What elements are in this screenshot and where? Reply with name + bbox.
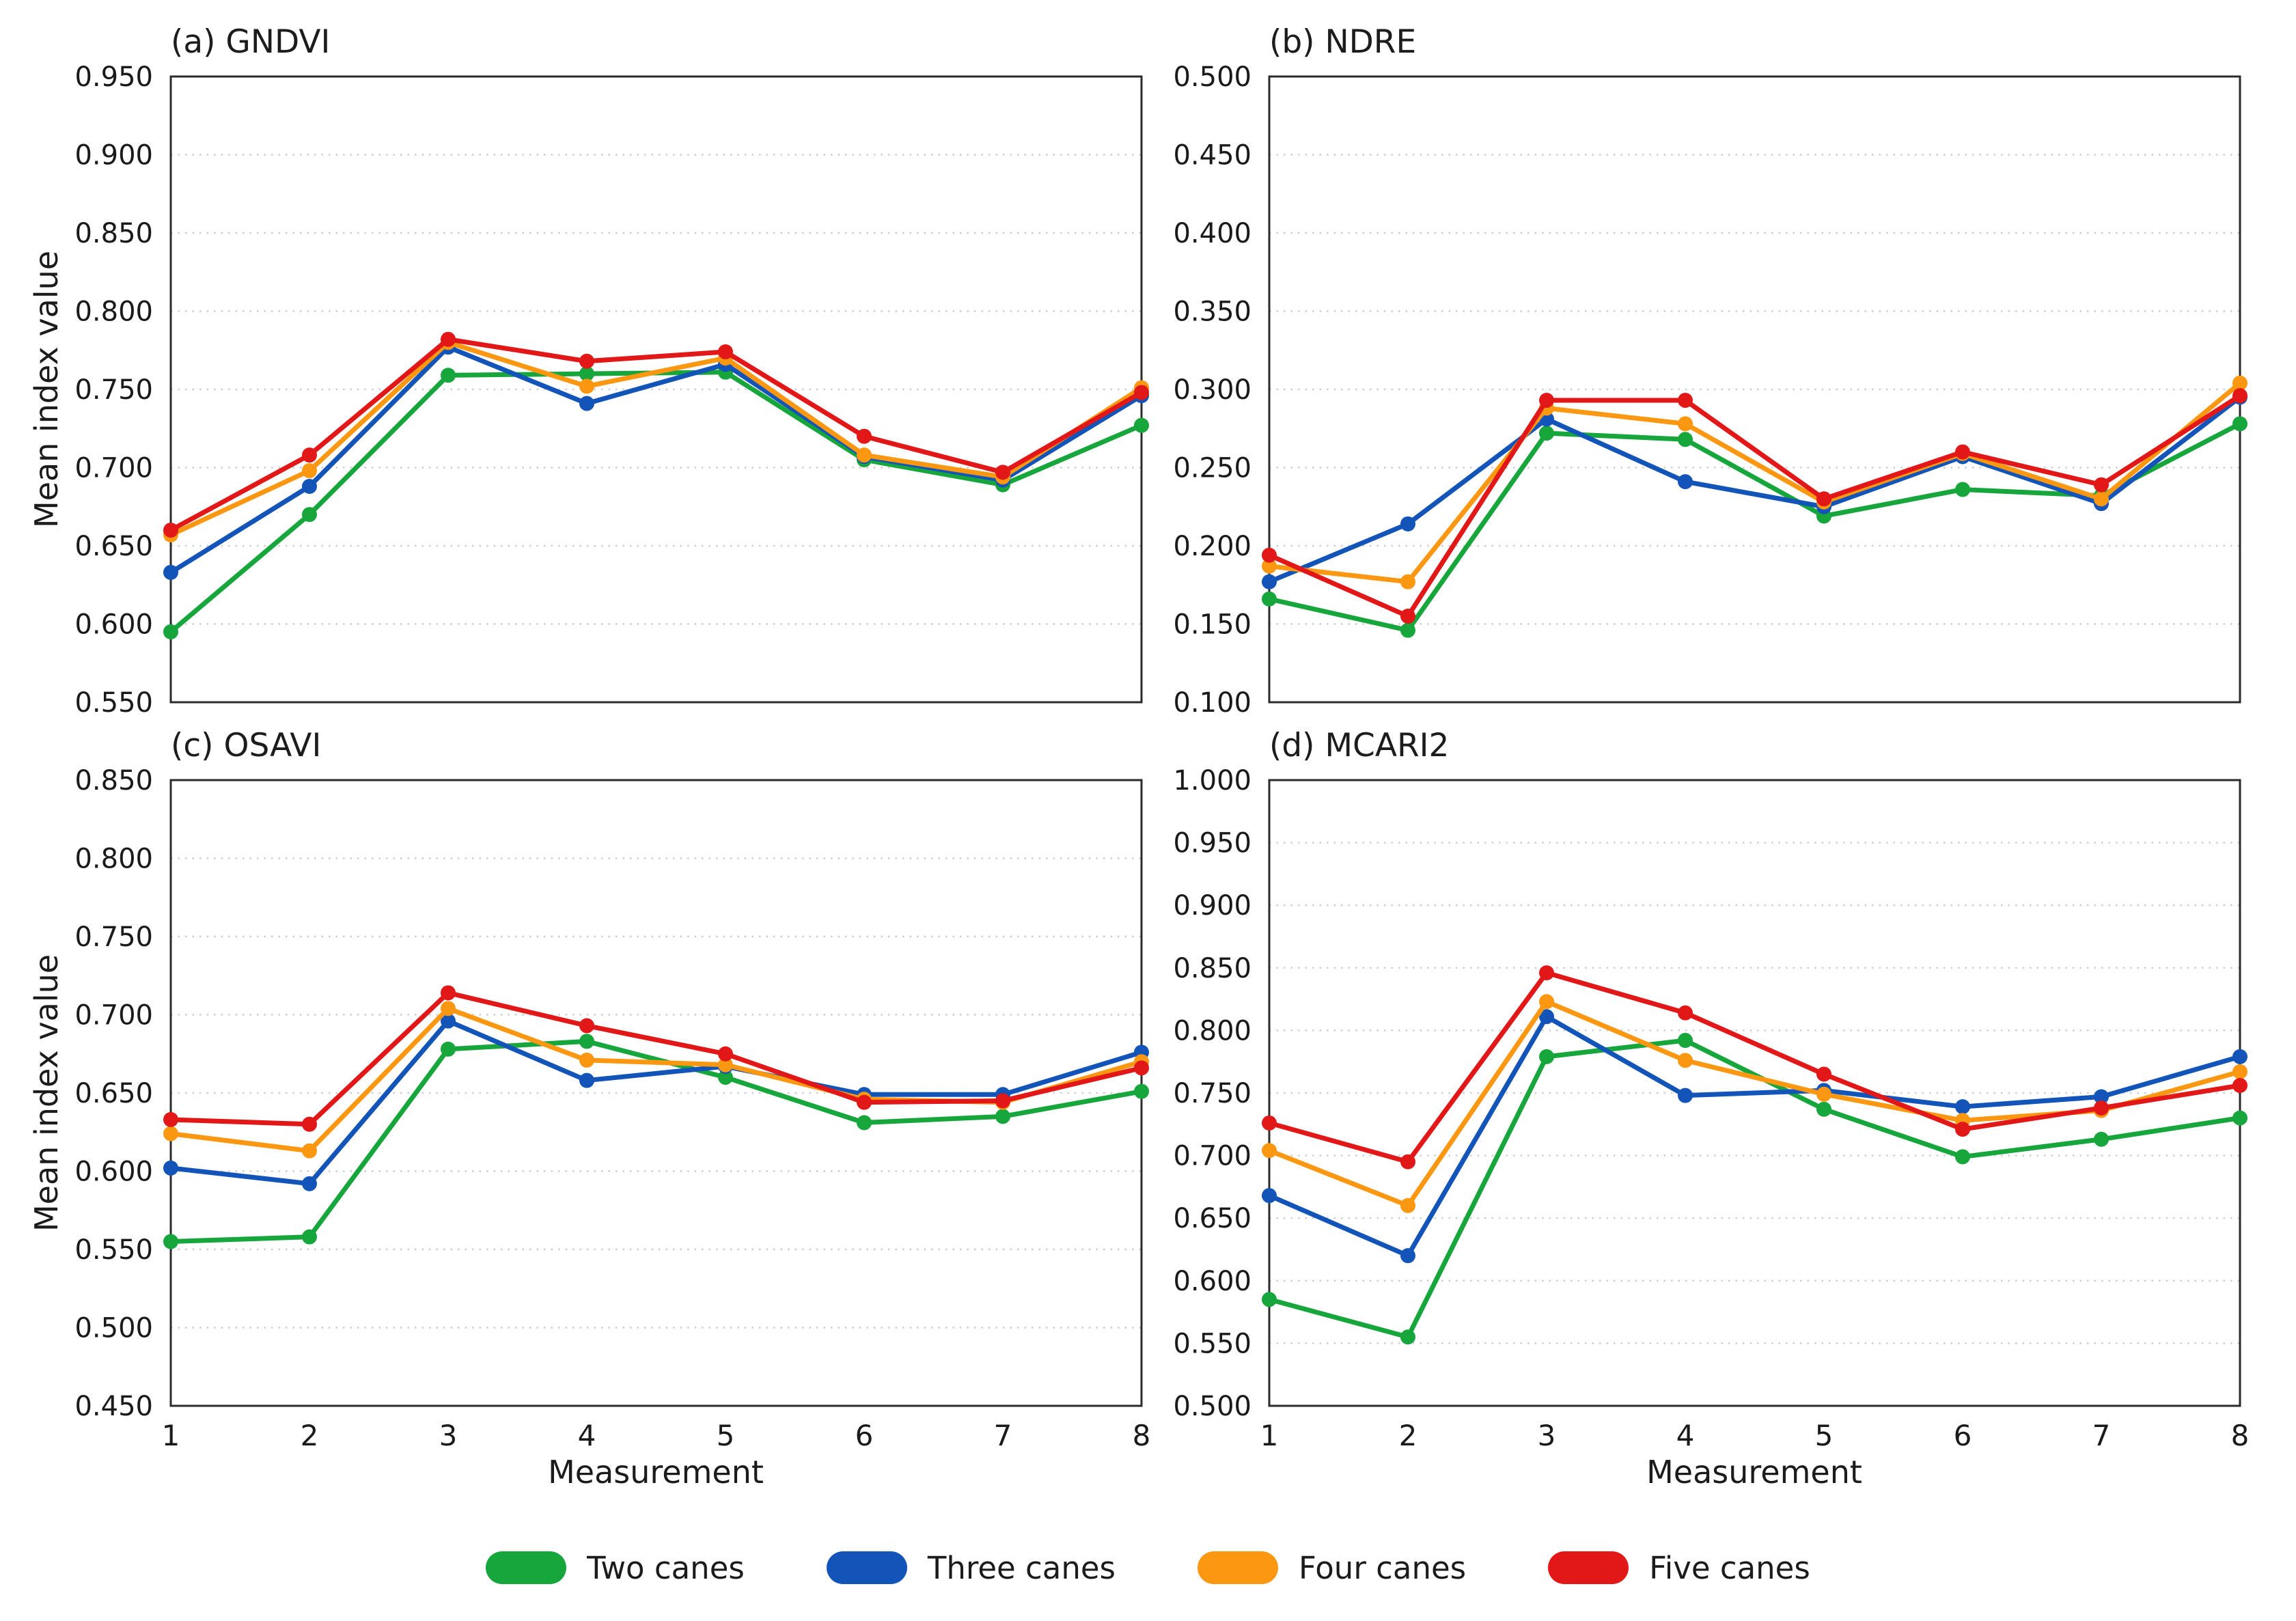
svg-text:0.300: 0.300 (1173, 374, 1251, 406)
svg-text:0.600: 0.600 (74, 1156, 153, 1188)
legend: Two canes Three canes Four canes Five ca… (0, 1534, 2296, 1602)
svg-text:0.450: 0.450 (74, 1391, 153, 1422)
svg-text:7: 7 (994, 1419, 1012, 1452)
legend-label-three-canes: Three canes (927, 1549, 1116, 1586)
svg-text:0.900: 0.900 (1173, 890, 1251, 922)
four-canes-swatch-icon (1198, 1551, 1278, 1584)
svg-text:0.700: 0.700 (74, 453, 153, 484)
svg-text:0.150: 0.150 (1173, 609, 1251, 641)
panel-a-title: (a) GNDVI (171, 23, 331, 61)
svg-text:0.400: 0.400 (1173, 218, 1251, 249)
svg-text:5: 5 (1815, 1419, 1834, 1452)
svg-text:6: 6 (855, 1419, 874, 1452)
panel-b-title: (b) NDRE (1269, 23, 1417, 61)
svg-text:7: 7 (2092, 1419, 2111, 1452)
svg-text:2: 2 (1399, 1419, 1417, 1452)
svg-text:0.800: 0.800 (74, 296, 153, 328)
svg-text:0.900: 0.900 (74, 140, 153, 171)
svg-text:1: 1 (1260, 1419, 1279, 1452)
svg-text:0.800: 0.800 (1173, 1015, 1251, 1047)
panel-d-title: (d) MCARI2 (1269, 727, 1450, 764)
svg-text:0.850: 0.850 (1173, 953, 1251, 984)
legend-item-three-canes: Three canes (826, 1549, 1116, 1586)
two-canes-swatch-icon (486, 1551, 567, 1584)
svg-text:4: 4 (578, 1419, 596, 1452)
svg-text:0.250: 0.250 (1173, 453, 1251, 484)
svg-text:0.550: 0.550 (74, 687, 153, 719)
three-canes-swatch-icon (826, 1551, 907, 1584)
svg-text:0.750: 0.750 (1173, 1078, 1251, 1109)
svg-text:0.650: 0.650 (74, 531, 153, 562)
svg-text:0.500: 0.500 (1173, 1391, 1251, 1422)
legend-item-two-canes: Two canes (486, 1550, 745, 1586)
svg-text:0.650: 0.650 (74, 1078, 153, 1109)
svg-text:0.850: 0.850 (74, 218, 153, 249)
svg-text:0.650: 0.650 (1173, 1203, 1251, 1234)
svg-text:3: 3 (439, 1419, 458, 1452)
svg-text:0.100: 0.100 (1173, 687, 1251, 719)
x-axis-label-left: Measurement (548, 1454, 764, 1491)
svg-text:0.500: 0.500 (1173, 61, 1251, 93)
svg-text:0.950: 0.950 (1173, 828, 1251, 859)
svg-text:0.950: 0.950 (74, 61, 153, 93)
svg-text:8: 8 (1133, 1419, 1151, 1452)
svg-text:0.350: 0.350 (1173, 296, 1251, 328)
svg-text:0.500: 0.500 (74, 1313, 153, 1344)
svg-text:1: 1 (162, 1419, 180, 1452)
svg-text:0.850: 0.850 (74, 765, 153, 796)
svg-text:0.550: 0.550 (1173, 1328, 1251, 1359)
five-canes-swatch-icon (1548, 1551, 1629, 1584)
svg-text:0.600: 0.600 (74, 609, 153, 641)
svg-text:0.600: 0.600 (1173, 1266, 1251, 1297)
svg-text:4: 4 (1676, 1419, 1695, 1452)
legend-item-five-canes: Five canes (1548, 1550, 1810, 1586)
legend-item-four-canes: Four canes (1198, 1550, 1466, 1586)
svg-text:0.750: 0.750 (74, 374, 153, 406)
panel-a-plot: 0.550 0.600 0.650 0.700 0.750 0.800 0.850 0.900… (74, 61, 1149, 719)
svg-text:5: 5 (717, 1419, 735, 1452)
svg-text:8: 8 (2231, 1419, 2250, 1452)
svg-text:0.700: 0.700 (74, 1000, 153, 1031)
svg-text:0.200: 0.200 (1173, 531, 1251, 562)
svg-text:6: 6 (1954, 1419, 1972, 1452)
legend-label-two-canes: Two canes (587, 1549, 745, 1586)
panel-d-plot: 0.500 0.550 0.600 0.650 0.700 0.750 0.800 0.850… (1173, 765, 2250, 1452)
svg-text:0.750: 0.750 (74, 922, 153, 953)
legend-label-five-canes: Five canes (1649, 1549, 1810, 1586)
svg-text:0.700: 0.700 (1173, 1141, 1251, 1172)
panel-c-plot: 0.450 0.500 0.550 0.600 0.650 0.700 0.750 0.800… (74, 765, 1151, 1452)
svg-text:3: 3 (1538, 1419, 1556, 1452)
svg-text:0.550: 0.550 (74, 1234, 153, 1266)
svg-text:0.800: 0.800 (74, 844, 153, 875)
svg-text:1.000: 1.000 (1173, 765, 1251, 796)
x-axis-label-right: Measurement (1646, 1454, 1862, 1491)
svg-text:0.450: 0.450 (1173, 140, 1251, 171)
panel-c-title: (c) OSAVI (171, 727, 322, 764)
legend-label-four-canes: Four canes (1299, 1549, 1467, 1586)
svg-text:2: 2 (301, 1419, 319, 1452)
panel-b-plot: 0.100 0.150 0.200 0.250 0.300 0.350 0.400 0.450… (1173, 61, 2247, 719)
